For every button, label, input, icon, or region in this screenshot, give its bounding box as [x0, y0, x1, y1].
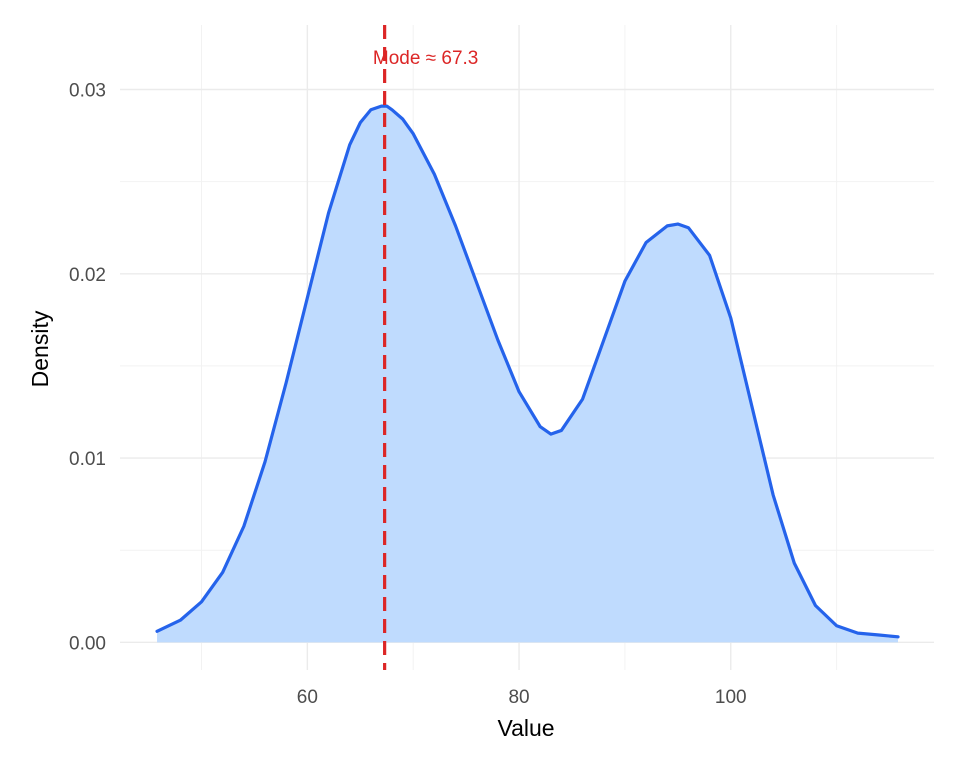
- y-tick-label: 0.03: [69, 81, 106, 102]
- x-tick-label: 100: [715, 687, 747, 708]
- x-tick-labels: 60 80 100: [297, 687, 747, 708]
- density-line-layer: [155, 104, 900, 639]
- density-area: [157, 106, 899, 643]
- y-tick-labels: 0.00 0.01 0.02 0.03: [69, 81, 106, 655]
- density-area-layer: [157, 106, 899, 643]
- x-tick-label: 80: [508, 687, 529, 708]
- density-line: [155, 104, 900, 639]
- mode-label: Mode ≈ 67.3: [373, 48, 479, 69]
- y-tick-label: 0.02: [69, 265, 106, 286]
- y-tick-label: 0.00: [69, 633, 106, 654]
- y-axis-title: Density: [27, 310, 53, 387]
- y-tick-label: 0.01: [69, 449, 106, 470]
- x-tick-label: 60: [297, 687, 318, 708]
- annotation-layer: Mode ≈ 67.3: [373, 25, 479, 670]
- x-axis-title: Value: [497, 715, 554, 741]
